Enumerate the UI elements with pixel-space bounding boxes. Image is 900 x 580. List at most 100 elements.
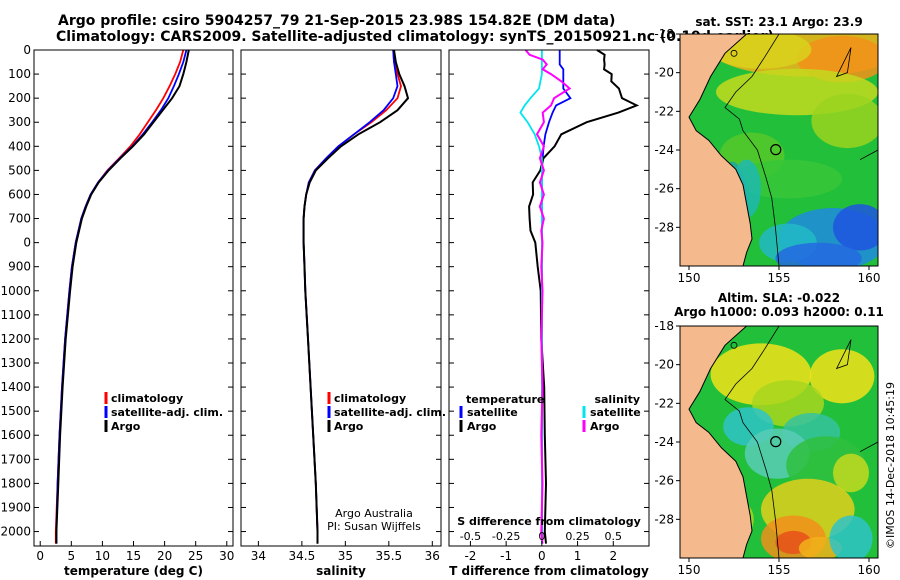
temperature-xtick-label: 30 [219,549,234,563]
depth-tick-label: 1900 [0,500,31,514]
salinity-frame [240,49,442,547]
temperature-series-satellite-adj-clim- [55,49,188,544]
salinity-series-climatology [302,49,402,544]
sst-map-xtick-label: 150 [678,271,701,285]
sla-patch [829,515,873,558]
sst-map-land [680,34,753,266]
sst-map-ytick-label: -18 [654,27,674,41]
salinity-xtick-label: 35.5 [375,549,402,563]
difference-s-tick-label: -0.5 [460,530,481,543]
salinity-legend-label: Argo [334,420,364,433]
sst-patch [811,93,878,149]
temperature-xtick-label: 20 [157,549,172,563]
sst-patch [734,159,842,199]
depth-tick-label: 500 [8,163,31,177]
difference-s-tick-label: 0.5 [605,530,623,543]
title-line-1: Argo profile: csiro 5904257_79 21-Sep-20… [58,13,616,29]
depth-tick-label: 0 [23,43,31,57]
salinity-xtick-label: 34 [251,549,266,563]
sla-map-ytick-label: -24 [654,435,674,449]
difference-xtick-label: 0 [538,549,546,563]
temperature-xtick-label: 25 [188,549,203,563]
difference-legend-label: satellite [467,406,518,419]
salinity-series-satellite-adj-clim- [302,49,399,544]
temperature-legend-label: satellite-adj. clim. [111,406,223,419]
sla-map-land [680,326,753,558]
difference-xtick-label: -1 [500,549,512,563]
sla-map-title-line-1: Altim. SLA: -0.022 [718,291,840,305]
depth-tick-label: 1200 [0,332,31,346]
salinity-credit-text: Argo Australia [335,507,413,520]
temperature-xtick-label: 10 [95,549,110,563]
sst-patch [775,242,862,266]
salinity-xtick-label: 34.5 [289,549,316,563]
sla-map-layer [680,326,878,558]
difference-xlabel: T difference from climatology [449,564,649,578]
salinity-xtick-label: 36 [425,549,440,563]
sla-map-xtick-label: 160 [858,563,881,577]
temperature-series-argo [55,49,190,544]
difference-s-tick-label: -0.25 [492,530,520,543]
sst-patch [833,204,878,251]
sla-map-float-marker [770,436,782,448]
title-line-2: Climatology: CARS2009. Satellite-adjuste… [56,29,774,45]
depth-tick-label: 100 [8,67,31,81]
sla-map-reef-contour [835,339,852,370]
depth-tick-label: 1600 [0,428,31,442]
sla-map-title-line-2: Argo h1000: 0.093 h2000: 0.11 [674,305,884,319]
difference-series-s-argo [524,49,572,544]
sst-map-ytick-label: -24 [654,143,674,157]
depth-tick-label: 1700 [0,452,31,466]
temperature-xtick-label: 0 [36,549,44,563]
depth-tick-label: 300 [8,115,31,129]
sst-map-contour [724,34,780,266]
depth-tick-label: 900 [8,260,31,274]
depth-tick-label: 1500 [0,404,31,418]
sst-map-float-marker [770,144,782,156]
difference-s-tick-label: 0 [538,530,545,543]
depth-tick-label: 700 [8,212,31,226]
difference-legend-title-temperature: temperature [466,393,544,406]
salinity-credit-text: PI: Susan Wijffels [327,520,421,533]
sst-map-reef-contour [835,47,852,78]
temperature-xlabel: temperature (deg C) [64,564,203,578]
temperature-xtick-label: 15 [126,549,141,563]
sst-map-title: sat. SST: 23.1 Argo: 23.9 [695,15,862,29]
difference-legend-label: Argo [590,420,620,433]
temperature-frame [33,49,234,547]
difference-legend-label: Argo [467,420,497,433]
sla-map-xtick-label: 155 [768,563,791,577]
depth-tick-label: 400 [8,139,31,153]
difference-s-axis-label: S difference from climatology [457,515,641,528]
sla-map-ytick-label: -18 [654,319,674,333]
salinity-legend-label: satellite-adj. clim. [334,406,446,419]
difference-s-tick-label: 0.25 [565,530,590,543]
sla-map-ytick-label: -20 [654,358,674,372]
difference-legend-label: satellite [590,406,641,419]
sst-map-layer [680,34,878,266]
salinity-legend-label: climatology [334,392,406,405]
temperature-legend-label: Argo [111,420,141,433]
temperature-legend-label: climatology [111,392,183,405]
difference-series-t-argo [528,49,640,544]
sst-map-contour-east [859,149,878,161]
sla-patch [809,349,875,404]
depth-tick-label: 1100 [0,308,31,322]
depth-tick-label: 1000 [0,284,31,298]
sst-map-ytick-label: -20 [654,66,674,80]
depth-tick-label: 1800 [0,476,31,490]
depth-tick-label: 0 [23,236,31,250]
salinity-xtick-label: 35 [338,549,353,563]
depth-tick-label: 1400 [0,380,31,394]
salinity-xlabel: salinity [316,564,366,578]
depth-tick-label: 2000 [0,525,31,539]
sla-map-xtick-label: 150 [678,563,701,577]
sla-map-seamount [730,341,738,349]
difference-xtick-label: 1 [574,549,582,563]
sla-patch [833,453,869,493]
sst-map-ytick-label: -22 [654,104,674,118]
sst-map-seamount [730,49,738,57]
temperature-series-climatology [54,49,185,544]
sst-map-xtick-label: 160 [858,271,881,285]
